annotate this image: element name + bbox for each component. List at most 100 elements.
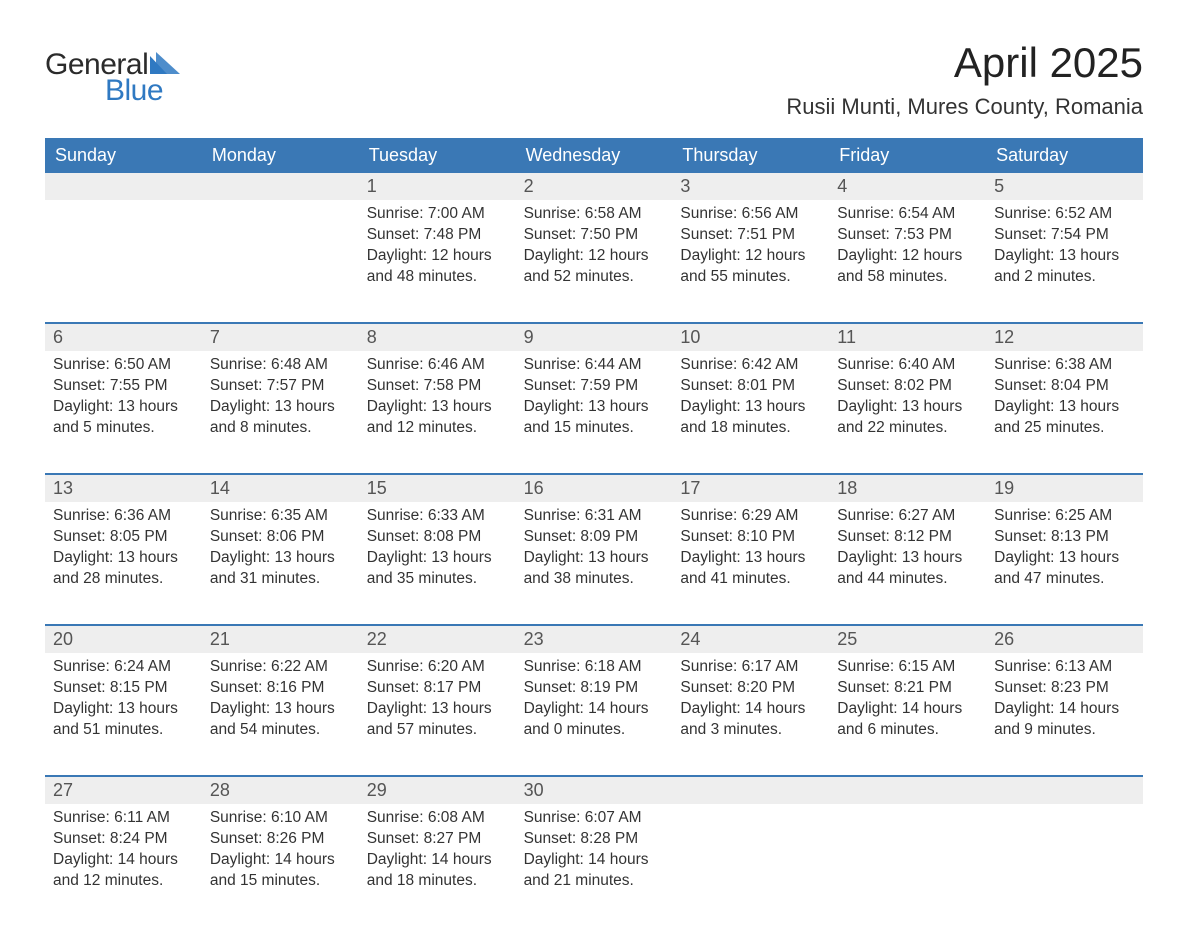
day-info-line: Sunset: 7:57 PM (210, 376, 351, 397)
day-info-line: Sunset: 8:17 PM (367, 678, 508, 699)
day-cell: Sunrise: 6:46 AMSunset: 7:58 PMDaylight:… (359, 351, 516, 459)
day-number: 11 (829, 324, 986, 351)
day-info-line: Sunrise: 6:10 AM (210, 808, 351, 829)
day-number: 23 (516, 626, 673, 653)
weekday-header: Saturday (986, 138, 1143, 173)
day-info-line: Daylight: 12 hours (680, 246, 821, 267)
day-info-line: Sunrise: 7:00 AM (367, 204, 508, 225)
day-number-row: 20212223242526 (45, 624, 1143, 653)
day-number: 15 (359, 475, 516, 502)
day-info-line: Sunset: 7:53 PM (837, 225, 978, 246)
day-info-line: Sunset: 8:01 PM (680, 376, 821, 397)
day-info-line: Sunrise: 6:38 AM (994, 355, 1135, 376)
day-info-line: and 0 minutes. (524, 720, 665, 741)
day-cell: Sunrise: 6:35 AMSunset: 8:06 PMDaylight:… (202, 502, 359, 610)
day-info-line: and 5 minutes. (53, 418, 194, 439)
day-cell: Sunrise: 6:22 AMSunset: 8:16 PMDaylight:… (202, 653, 359, 761)
day-info-line: Daylight: 14 hours (524, 850, 665, 871)
day-info-line: and 47 minutes. (994, 569, 1135, 590)
day-number: 19 (986, 475, 1143, 502)
day-info-line: Sunset: 7:54 PM (994, 225, 1135, 246)
day-info-line: Sunset: 8:21 PM (837, 678, 978, 699)
day-cell: Sunrise: 7:00 AMSunset: 7:48 PMDaylight:… (359, 200, 516, 308)
day-info-line: Sunrise: 6:24 AM (53, 657, 194, 678)
day-info-line: Sunrise: 6:25 AM (994, 506, 1135, 527)
day-info-line: Daylight: 13 hours (837, 397, 978, 418)
day-cell (829, 804, 986, 912)
day-cell: Sunrise: 6:54 AMSunset: 7:53 PMDaylight:… (829, 200, 986, 308)
day-info-line: Sunrise: 6:48 AM (210, 355, 351, 376)
day-cell: Sunrise: 6:58 AMSunset: 7:50 PMDaylight:… (516, 200, 673, 308)
day-info-line: and 57 minutes. (367, 720, 508, 741)
day-info-line: Sunset: 8:28 PM (524, 829, 665, 850)
day-number: 12 (986, 324, 1143, 351)
day-info-line: and 38 minutes. (524, 569, 665, 590)
weekday-header: Wednesday (516, 138, 673, 173)
day-info-line: and 12 minutes. (367, 418, 508, 439)
day-info-line: Daylight: 12 hours (837, 246, 978, 267)
day-cell: Sunrise: 6:08 AMSunset: 8:27 PMDaylight:… (359, 804, 516, 912)
day-number: 17 (672, 475, 829, 502)
day-number: 7 (202, 324, 359, 351)
week-spacer (45, 761, 1143, 775)
day-number (672, 777, 829, 804)
day-info-line: and 3 minutes. (680, 720, 821, 741)
weekday-header: Friday (829, 138, 986, 173)
day-number: 30 (516, 777, 673, 804)
day-info-line: Sunset: 7:58 PM (367, 376, 508, 397)
day-info-line: Daylight: 14 hours (680, 699, 821, 720)
day-info-line: Sunset: 8:24 PM (53, 829, 194, 850)
day-cell: Sunrise: 6:42 AMSunset: 8:01 PMDaylight:… (672, 351, 829, 459)
week-body-row: Sunrise: 6:36 AMSunset: 8:05 PMDaylight:… (45, 502, 1143, 610)
day-info-line: Daylight: 13 hours (367, 699, 508, 720)
page-header: General Blue April 2025 Rusii Munti, Mur… (45, 40, 1143, 120)
day-cell: Sunrise: 6:11 AMSunset: 8:24 PMDaylight:… (45, 804, 202, 912)
day-info-line: Daylight: 14 hours (994, 699, 1135, 720)
day-cell: Sunrise: 6:33 AMSunset: 8:08 PMDaylight:… (359, 502, 516, 610)
day-info-line: and 58 minutes. (837, 267, 978, 288)
day-info-line: and 41 minutes. (680, 569, 821, 590)
day-cell: Sunrise: 6:56 AMSunset: 7:51 PMDaylight:… (672, 200, 829, 308)
location-subtitle: Rusii Munti, Mures County, Romania (786, 94, 1143, 120)
day-info-line: and 28 minutes. (53, 569, 194, 590)
day-info-line: Sunset: 8:12 PM (837, 527, 978, 548)
day-info-line: Sunrise: 6:11 AM (53, 808, 194, 829)
day-cell: Sunrise: 6:25 AMSunset: 8:13 PMDaylight:… (986, 502, 1143, 610)
day-info-line: Daylight: 14 hours (524, 699, 665, 720)
day-cell (672, 804, 829, 912)
day-number: 29 (359, 777, 516, 804)
day-number: 4 (829, 173, 986, 200)
day-number: 6 (45, 324, 202, 351)
brand-logo: General Blue (45, 40, 184, 108)
day-info-line: Sunset: 8:06 PM (210, 527, 351, 548)
day-info-line: Sunset: 8:26 PM (210, 829, 351, 850)
day-cell: Sunrise: 6:40 AMSunset: 8:02 PMDaylight:… (829, 351, 986, 459)
day-cell: Sunrise: 6:24 AMSunset: 8:15 PMDaylight:… (45, 653, 202, 761)
week-spacer (45, 459, 1143, 473)
day-cell: Sunrise: 6:44 AMSunset: 7:59 PMDaylight:… (516, 351, 673, 459)
day-cell: Sunrise: 6:48 AMSunset: 7:57 PMDaylight:… (202, 351, 359, 459)
day-info-line: Daylight: 14 hours (53, 850, 194, 871)
day-info-line: Sunset: 8:15 PM (53, 678, 194, 699)
day-number: 8 (359, 324, 516, 351)
day-number-row: 12345 (45, 173, 1143, 200)
day-info-line: Sunrise: 6:18 AM (524, 657, 665, 678)
day-info-line: Sunrise: 6:50 AM (53, 355, 194, 376)
day-info-line: Sunrise: 6:36 AM (53, 506, 194, 527)
day-cell: Sunrise: 6:10 AMSunset: 8:26 PMDaylight:… (202, 804, 359, 912)
day-cell (45, 200, 202, 308)
day-info-line: Daylight: 13 hours (210, 397, 351, 418)
week-body-row: Sunrise: 6:24 AMSunset: 8:15 PM Daylight:… (45, 653, 1143, 761)
day-info-line: Sunset: 8:13 PM (994, 527, 1135, 548)
day-info-line: Sunset: 8:20 PM (680, 678, 821, 699)
day-info-line: Sunset: 8:10 PM (680, 527, 821, 548)
day-info-line: Daylight: 13 hours (210, 699, 351, 720)
day-info-line: and 25 minutes. (994, 418, 1135, 439)
day-info-line: and 22 minutes. (837, 418, 978, 439)
day-info-line: Sunrise: 6:20 AM (367, 657, 508, 678)
day-number: 24 (672, 626, 829, 653)
day-number (202, 173, 359, 200)
day-info-line: Sunrise: 6:07 AM (524, 808, 665, 829)
day-info-line: Sunset: 7:50 PM (524, 225, 665, 246)
day-cell: Sunrise: 6:31 AMSunset: 8:09 PMDaylight:… (516, 502, 673, 610)
